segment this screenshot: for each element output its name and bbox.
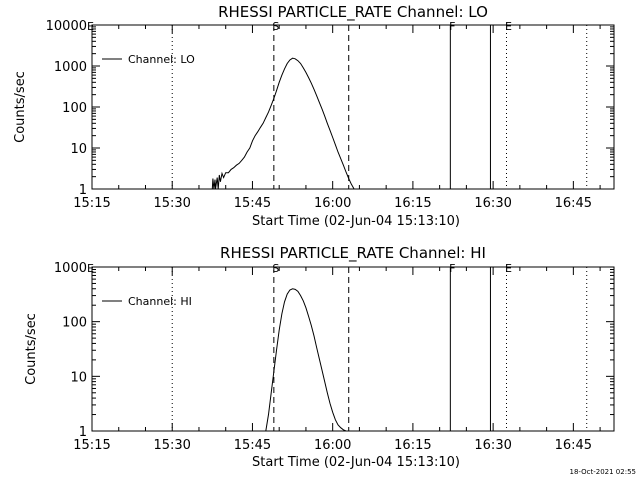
panel1-y-tick-label: 1000 (54, 60, 87, 75)
panel2-event-label: S (272, 262, 279, 275)
panel1-edge-marker-label: E (87, 20, 94, 33)
panel1-axes-frame (91, 24, 615, 190)
panel1-x-tick-label: 15:15 (73, 196, 110, 211)
panel2-edge-marker-label: E (87, 262, 94, 275)
panel2-y-tick-label: 1000 (54, 261, 87, 276)
panel2-x-tick-label: 15:15 (73, 438, 110, 453)
panel1-y-tick-label: 100 (62, 101, 87, 116)
panel1-x-tick-label: 15:45 (234, 196, 271, 211)
panel2-legend-label: Channel: HI (128, 295, 192, 308)
panel2-event-label: E (505, 262, 512, 275)
panel1-event-label: F (449, 20, 455, 33)
panel1-x-tick-label: 16:00 (314, 196, 351, 211)
timestamp-footer: 18-Oct-2021 02:55 (569, 468, 636, 476)
panel1-y-tick-label: 10000 (46, 19, 87, 34)
panel1-x-tick-label: 15:30 (153, 196, 190, 211)
panel1-y-tick-label: 10 (70, 142, 87, 157)
panel1-x-axis-label: Start Time (02-Jun-04 15:13:10) (252, 214, 460, 229)
panel2-axes-frame (91, 266, 615, 432)
panel1-event-label: S (272, 20, 279, 33)
panel1-x-tick-label: 16:45 (555, 196, 592, 211)
panel1-x-tick-label: 16:15 (394, 196, 431, 211)
panel2-x-tick-label: 16:00 (314, 438, 351, 453)
panel2-x-tick-label: 15:30 (153, 438, 190, 453)
panel2-y-tick-label: 10 (70, 370, 87, 385)
panel1-series-line (211, 57, 355, 190)
panel2-x-axis-label: Start Time (02-Jun-04 15:13:10) (252, 455, 460, 470)
panel2-y-tick-label: 1 (79, 425, 87, 440)
panel1-x-tick-label: 16:30 (474, 196, 511, 211)
panel2-x-tick-label: 16:45 (555, 438, 592, 453)
panel2-x-tick-label: 16:15 (394, 438, 431, 453)
panel2-x-tick-label: 15:45 (234, 438, 271, 453)
panel2-event-label: F (449, 262, 455, 275)
panel1-title: RHESSI PARTICLE_RATE Channel: LO (218, 3, 488, 22)
panel1-y-tick-label: 1 (79, 183, 87, 198)
panel2-title: RHESSI PARTICLE_RATE Channel: HI (220, 244, 486, 263)
panel1-event-label: E (505, 20, 512, 33)
panel1-y-axis-label: Counts/sec (13, 71, 28, 143)
panel2-y-tick-label: 100 (62, 316, 87, 331)
panel2-series-line (265, 288, 347, 432)
panel2-x-tick-label: 16:30 (474, 438, 511, 453)
panel1-legend-label: Channel: LO (128, 53, 195, 66)
panel2-y-axis-label: Counts/sec (24, 313, 39, 385)
